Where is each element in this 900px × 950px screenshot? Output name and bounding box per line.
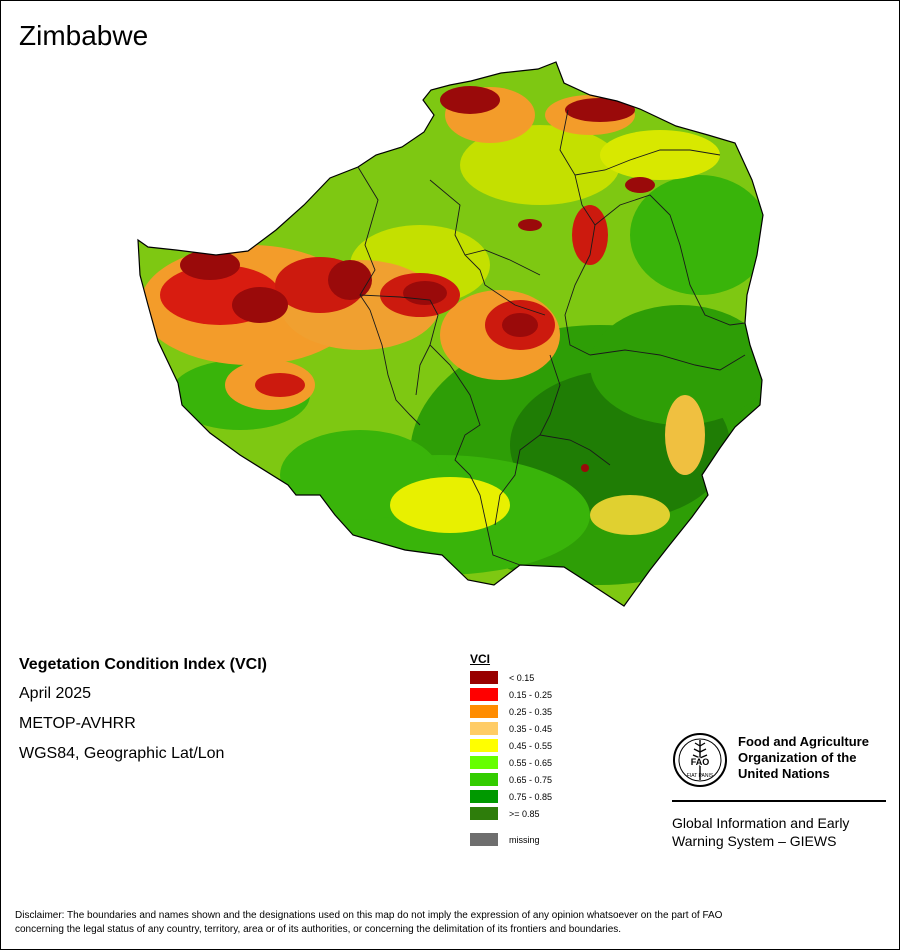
vci-map bbox=[137, 61, 764, 607]
period: April 2025 bbox=[19, 685, 92, 702]
emblem-text: FAO bbox=[691, 757, 710, 767]
province-boundaries bbox=[357, 109, 746, 566]
legend-item: 0.65 - 0.75 bbox=[470, 771, 552, 788]
giews-name: Global Information and Early Warning Sys… bbox=[672, 814, 886, 850]
fao-name: Food and Agriculture Organization of the… bbox=[738, 734, 888, 782]
map-info: Vegetation Condition Index (VCI) April 2… bbox=[19, 656, 267, 775]
legend-swatch bbox=[470, 833, 498, 846]
legend-label: 0.35 - 0.45 bbox=[509, 723, 553, 734]
disclaimer: Disclaimer: The boundaries and names sho… bbox=[15, 909, 885, 937]
legend-swatch bbox=[470, 790, 498, 803]
fao-name-line: Food and Agriculture bbox=[738, 734, 869, 749]
legend-item: 0.75 - 0.85 bbox=[470, 788, 552, 805]
legend-item: 0.45 - 0.55 bbox=[470, 737, 552, 754]
legend-item: >= 0.85 bbox=[470, 805, 552, 822]
sensor: METOP-AVHRR bbox=[19, 715, 136, 732]
projection: WGS84, Geographic Lat/Lon bbox=[19, 745, 225, 762]
legend-swatch bbox=[470, 688, 498, 701]
legend-label: missing bbox=[509, 834, 540, 845]
index-name: Vegetation Condition Index (VCI) bbox=[19, 656, 267, 673]
legend-swatch bbox=[470, 671, 498, 684]
legend-swatch bbox=[470, 807, 498, 820]
legend-label: 0.55 - 0.65 bbox=[509, 757, 553, 768]
legend-item: 0.55 - 0.65 bbox=[470, 754, 552, 771]
legend-swatch bbox=[470, 739, 498, 752]
legend-title: VCI bbox=[470, 652, 491, 666]
legend-label: >= 0.85 bbox=[509, 808, 540, 819]
fao-name-line: Organization of the bbox=[738, 750, 857, 765]
giews-line: Warning System – GIEWS bbox=[672, 833, 837, 849]
legend-item: 0.35 - 0.45 bbox=[470, 720, 552, 737]
legend-swatch bbox=[470, 756, 498, 769]
legend-label: 0.25 - 0.35 bbox=[509, 706, 553, 717]
legend-item: 0.15 - 0.25 bbox=[470, 686, 552, 703]
fao-emblem-icon: FAO FIAT PANIS bbox=[673, 733, 727, 787]
legend-label: 0.15 - 0.25 bbox=[509, 689, 553, 700]
giews-line: Global Information and Early bbox=[672, 815, 850, 831]
disclaimer-line: Disclaimer: The boundaries and names sho… bbox=[15, 910, 723, 921]
fao-name-line: United Nations bbox=[738, 766, 830, 781]
legend-swatch bbox=[470, 773, 498, 786]
legend-item: 0.25 - 0.35 bbox=[470, 703, 552, 720]
map-title: Zimbabwe bbox=[19, 20, 149, 51]
divider bbox=[672, 800, 886, 802]
legend-swatch bbox=[470, 705, 498, 718]
legend-item: < 0.15 bbox=[470, 669, 552, 686]
emblem-motto: FIAT PANIS bbox=[687, 773, 714, 779]
legend-label: 0.75 - 0.85 bbox=[509, 791, 553, 802]
legend-label: < 0.15 bbox=[509, 672, 535, 683]
legend-item-missing: missing bbox=[470, 831, 552, 848]
disclaimer-line: concerning the legal status of any count… bbox=[15, 924, 622, 935]
legend-label: 0.45 - 0.55 bbox=[509, 740, 553, 751]
legend-swatch bbox=[470, 722, 498, 735]
legend: VCI < 0.15 0.15 - 0.25 0.25 - 0.35 0.35 … bbox=[470, 652, 552, 848]
legend-label: 0.65 - 0.75 bbox=[509, 774, 553, 785]
